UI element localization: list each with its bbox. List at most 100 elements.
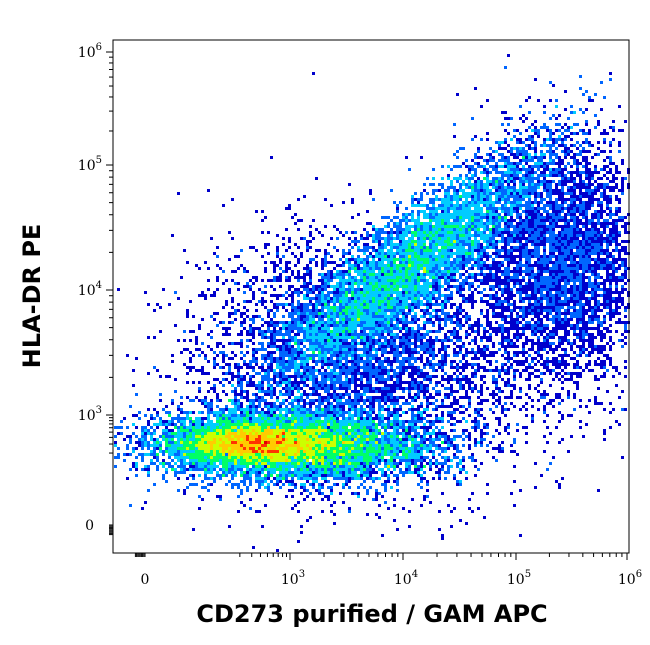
density-cell [501,123,504,126]
density-cell [366,411,369,414]
density-cell [330,339,333,342]
density-cell [339,315,342,318]
density-cell [471,192,474,195]
density-cell [222,432,225,435]
density-cell [282,477,285,480]
density-cell [369,462,372,465]
density-cell [372,240,375,243]
density-cell [279,486,282,489]
density-cell [303,405,306,408]
density-cell [315,342,318,345]
density-cell [441,186,444,189]
density-cell [321,432,324,435]
density-cell [477,243,480,246]
density-cell [399,258,402,261]
density-cell [267,402,270,405]
density-cell [399,312,402,315]
density-cell [387,345,390,348]
density-cell [339,357,342,360]
density-cell [330,330,333,333]
density-cell [405,282,408,285]
density-cell [156,438,159,441]
density-cell [279,459,282,462]
density-cell [471,117,474,120]
density-cell [342,417,345,420]
density-cell [549,81,552,84]
density-cell [459,186,462,189]
density-cell [225,408,228,411]
density-cell [150,462,153,465]
density-cell [213,435,216,438]
density-cell [468,243,471,246]
density-cell [336,351,339,354]
density-cell [204,465,207,468]
density-cell [501,207,504,210]
density-cell [288,444,291,447]
density-cell [159,393,162,396]
density-cell [195,459,198,462]
density-cell [330,438,333,441]
density-cell [303,444,306,447]
density-cell [246,420,249,423]
density-cell [333,393,336,396]
density-cell [189,426,192,429]
density-cell [282,435,285,438]
density-cell [396,387,399,390]
density-cell [318,339,321,342]
density-cell [315,330,318,333]
density-cell [288,417,291,420]
density-cell [225,474,228,477]
density-cell [270,438,273,441]
density-cell [432,225,435,228]
density-cell [456,444,459,447]
density-cell [138,417,141,420]
density-cell [390,297,393,300]
density-cell [219,426,222,429]
density-cell [378,453,381,456]
density-cell [360,333,363,336]
density-cell [369,426,372,429]
density-cell [366,255,369,258]
density-cell [411,237,414,240]
density-cell [264,456,267,459]
density-cell [306,303,309,306]
density-cell [315,294,318,297]
density-cell [399,420,402,423]
density-cell [450,249,453,252]
density-cell [390,303,393,306]
density-cell [375,438,378,441]
density-cell [258,414,261,417]
density-cell [246,414,249,417]
density-cell [423,216,426,219]
density-cell [456,351,459,354]
density-cell [411,423,414,426]
density-cell [432,282,435,285]
density-cell [411,411,414,414]
density-cell [189,474,192,477]
density-cell [282,414,285,417]
density-cell [462,465,465,468]
density-cell [204,468,207,471]
density-cell [192,423,195,426]
density-cell [432,429,435,432]
density-cell [492,237,495,240]
density-cell [240,438,243,441]
density-cell [303,483,306,486]
density-cell [378,441,381,444]
density-cell [399,441,402,444]
density-cell [450,222,453,225]
density-cell [204,402,207,405]
density-cell [423,255,426,258]
density-cell [483,204,486,207]
density-cell [417,252,420,255]
density-cell [330,456,333,459]
density-cell [489,189,492,192]
density-cell [426,300,429,303]
density-cell [513,231,516,234]
density-cell [207,489,210,492]
density-cell [276,441,279,444]
density-cell [369,444,372,447]
density-cell [360,450,363,453]
density-cell [306,339,309,342]
density-cell [207,477,210,480]
